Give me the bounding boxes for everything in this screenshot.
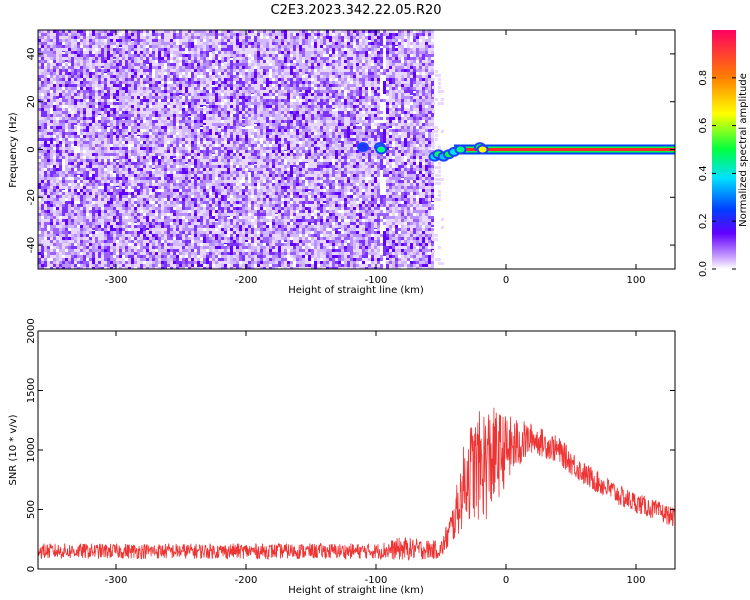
snr-ytick-label: 1000 xyxy=(26,437,37,462)
chart-title: C2E3.2023.342.22.05.R20 xyxy=(270,3,441,18)
colorbar-tick-label: 0.6 xyxy=(698,118,709,134)
colorbar-tick-label: 0.8 xyxy=(698,70,709,86)
spectrogram-xtick-label: -200 xyxy=(235,275,258,286)
snr-xtick-label: 0 xyxy=(503,575,509,586)
snr-frame xyxy=(37,330,676,570)
spectrogram-ylabel: Frequency (Hz) xyxy=(8,112,19,188)
spectrogram-xtick-label: 0 xyxy=(503,275,509,286)
heatmap-cells xyxy=(38,30,675,269)
snr-xtick-label: -100 xyxy=(365,575,388,586)
colorbar-tick-label: 0.2 xyxy=(698,213,709,229)
spectrogram-ytick-label: -40 xyxy=(26,237,37,253)
spectrogram-xlabel: Height of straight line (km) xyxy=(288,285,424,296)
colorbar: 0.0 0.2 0.4 0.6 0.8 Normalized spectral ampl… xyxy=(698,30,749,277)
snr-xtick-label: -300 xyxy=(105,575,128,586)
spectrogram-ytick-label: -20 xyxy=(26,189,37,205)
colorbar-tick-label: 0.0 xyxy=(698,261,709,277)
spectrogram-xtick-label: -100 xyxy=(365,275,388,286)
snr-xtick-label: -200 xyxy=(235,575,258,586)
spectrogram-ytick-label: 0 xyxy=(26,146,37,152)
signal-band-core xyxy=(454,148,675,151)
snr-xlabel: Height of straight line (km) xyxy=(288,585,424,596)
colorbar-ticks: 0.0 0.2 0.4 0.6 0.8 xyxy=(698,70,736,277)
colorbar-label: Normalized spectral amplitude xyxy=(738,73,749,227)
snr-ytick-label: 0 xyxy=(26,566,37,572)
spectrogram-xtick-label: -300 xyxy=(105,275,128,286)
snr-series-line xyxy=(38,407,675,561)
snr-ytick-label: 1500 xyxy=(26,378,37,403)
colorbar-tick-label: 0.4 xyxy=(698,165,709,181)
snr-ytick-label: 2000 xyxy=(26,318,37,343)
snr-ylabel: SNR (10 * v/v) xyxy=(8,414,19,485)
spectrogram-ytick-label: 40 xyxy=(26,48,37,61)
snr-ytick-label: 500 xyxy=(26,500,37,519)
spectrogram-xtick-label: 100 xyxy=(626,275,645,286)
colorbar-strip xyxy=(712,30,736,269)
spectrogram-ytick-label: 20 xyxy=(26,95,37,108)
snr-xtick-label: 100 xyxy=(626,575,645,586)
